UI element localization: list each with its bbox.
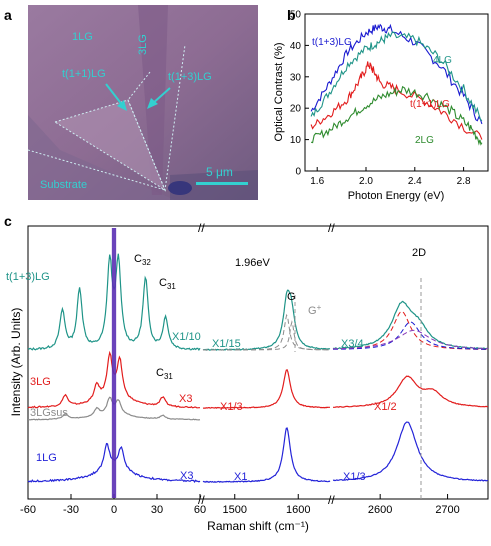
arrow-t13-head [147, 98, 158, 109]
label-t11: t(1+1)LG [62, 68, 106, 80]
panel-label-a: a [4, 7, 12, 23]
legend-t11: t(1+1)LG [410, 99, 450, 110]
b-ytick-label: 40 [290, 41, 302, 52]
break-mark-bottom-1: // [198, 493, 205, 507]
panel-c-xlabel: Raman shift (cm⁻¹) [207, 519, 309, 533]
scale-t13-1: X1/10 [172, 331, 201, 343]
c-xtick-label: -60 [20, 504, 36, 516]
panel-b-ticks: 1.6 2.0 2.4 2.8 0 10 20 30 40 50 [290, 10, 471, 188]
c-g-component-1 [203, 320, 330, 351]
break-mark-top-1: // [198, 221, 205, 235]
c-xtick-label: 0 [111, 504, 117, 516]
panel-b: b 1.6 2.0 2.4 2.8 0 10 20 30 40 50 Photon Energy … [273, 7, 489, 202]
label-1lg: 1LG [72, 31, 93, 43]
label-t13: t(1+3)LG [168, 71, 212, 83]
c-laser-line [111, 228, 117, 498]
panel-b-series [310, 23, 483, 146]
panel-c-frame [27, 225, 489, 500]
panel-c: c // // // // -60 -30 0 30 60 1500 1600 2600 270… [4, 213, 489, 533]
c-xtick-label: 1500 [223, 504, 247, 516]
label-series-t13: t(1+3)LG [6, 271, 50, 283]
label-substrate: Substrate [40, 179, 87, 191]
b-ytick-label: 10 [290, 135, 302, 146]
label-c32: C32 [134, 253, 151, 267]
b-series-2 [310, 61, 483, 140]
c-2d-component-1 [333, 321, 488, 350]
c-series-3-seg-2 [332, 421, 489, 482]
label-g: G [287, 291, 296, 303]
arrow-t11 [105, 83, 124, 107]
c-series-0-seg-1 [202, 289, 331, 352]
label-series-3lg: 3LG [30, 376, 51, 388]
label-c31-top: C31 [159, 277, 176, 291]
b-ytick-label: 50 [290, 10, 302, 21]
c-series-3-seg-1 [202, 427, 331, 483]
panel-b-legend: t(1+3)LG 4LG t(1+1)LG 2LG [312, 37, 452, 146]
t13-outline [127, 44, 186, 192]
b-ytick-label: 0 [295, 167, 301, 178]
b-series-1 [310, 31, 483, 122]
panel-label-b: b [287, 7, 296, 23]
label-series-3lgsus: 3LGsus [30, 407, 68, 419]
scale-1lg-3: X1/3 [343, 471, 366, 483]
legend-2lg: 2LG [415, 135, 434, 146]
substrate-region [28, 115, 175, 200]
c-xtick-label: 1600 [286, 504, 310, 516]
panel-c-ticks: -60 -30 0 30 60 1500 1600 2600 2700 [20, 494, 460, 516]
legend-4lg: 4LG [433, 55, 452, 66]
c-xtick-label: 30 [151, 504, 163, 516]
b-series-3 [310, 85, 483, 146]
scale-t13-3: X3/4 [341, 338, 364, 350]
b-xtick-label: 1.6 [310, 176, 324, 187]
b-ytick-label: 20 [290, 104, 302, 115]
c-series-1-seg-2 [333, 375, 489, 408]
c-2d-component-2 [333, 329, 488, 350]
t11-region [55, 100, 165, 190]
panel-label-c: c [4, 213, 12, 229]
break-mark-bottom-2: // [328, 493, 335, 507]
panel-b-frame [304, 13, 489, 172]
c-xtick-label: 2600 [368, 504, 392, 516]
scale-bar [196, 182, 248, 185]
b-ytick-label: 30 [290, 72, 302, 83]
c-series-1-seg-1 [202, 368, 330, 409]
label-series-1lg: 1LG [36, 452, 57, 464]
b-xtick-label: 2.8 [457, 176, 471, 187]
label-excitation: 1.96eV [235, 257, 271, 269]
b-xtick-label: 2.0 [359, 176, 373, 187]
arrow-t11-head [117, 100, 127, 111]
label-2d: 2D [412, 247, 426, 259]
panel-b-ylabel: Optical Contrast (%) [273, 42, 285, 141]
panel-c-series [27, 228, 489, 498]
scale-1lg-2: X1 [234, 471, 247, 483]
b-series-0 [310, 23, 483, 125]
scale-t13-2: X1/15 [212, 338, 241, 350]
scale-3lg-3: X1/2 [374, 401, 397, 413]
axis-break-1: // // [198, 221, 205, 507]
scale-3lg-2: X1/3 [220, 401, 243, 413]
break-mark-top-2: // [328, 221, 335, 235]
legend-t13: t(1+3)LG [312, 37, 352, 48]
dark-spot [168, 181, 192, 195]
label-c31-mid: C31 [156, 367, 173, 381]
panel-a: a 1LG 3LG t(1+1)LG t(1+3)LG Substrate [4, 5, 258, 200]
scale-3lg-1: X3 [179, 393, 192, 405]
label-gplus: G+ [308, 303, 322, 317]
c-xtick-label: 60 [194, 504, 206, 516]
b-xtick-label: 2.4 [408, 176, 422, 187]
arrow-t13 [151, 87, 171, 105]
c-xtick-label: -30 [63, 504, 79, 516]
axis-break-2: // // [328, 221, 335, 507]
scale-1lg-1: X3 [180, 470, 193, 482]
panel-c-ylabel: Intensity (Arb. Units) [9, 308, 23, 417]
label-3lg: 3LG [137, 34, 149, 55]
scale-label: 5 μm [206, 165, 233, 179]
panel-b-xlabel: Photon Energy (eV) [348, 190, 445, 202]
c-xtick-label: 2700 [435, 504, 459, 516]
